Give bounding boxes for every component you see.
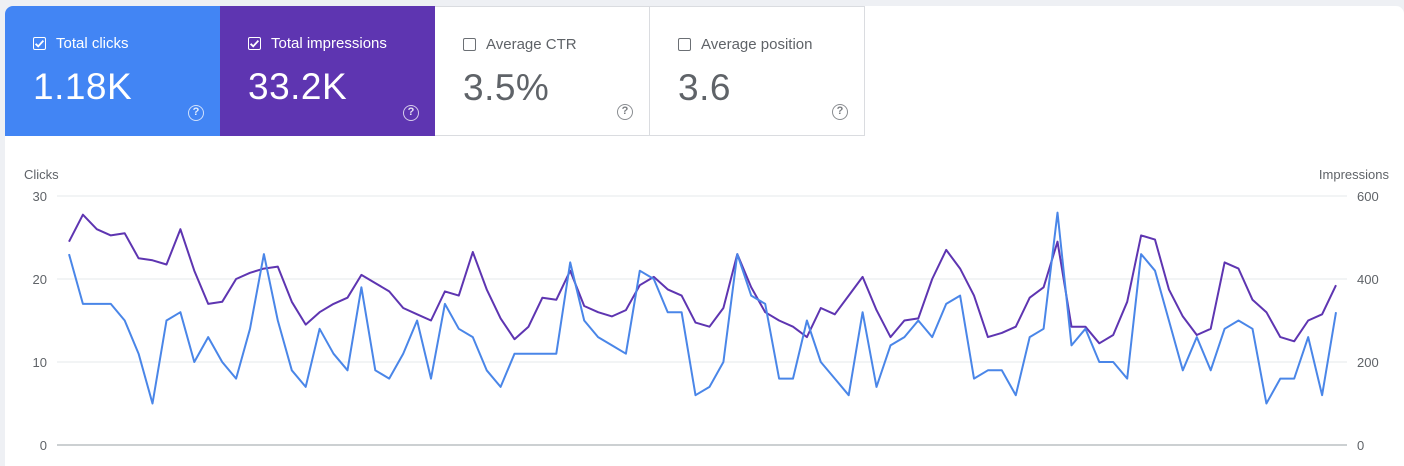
y-left-tick-label: 10 [33, 355, 47, 370]
tile-total-impressions[interactable]: Total impressions 33.2K ? [220, 6, 435, 136]
y-right-tick-label: 200 [1357, 355, 1379, 370]
help-icon[interactable]: ? [188, 105, 204, 121]
y-left-ticks: 0 10 20 30 [33, 189, 47, 453]
y-left-tick-label: 0 [40, 438, 47, 453]
y-left-tick-label: 30 [33, 189, 47, 204]
y-left-axis-label: Clicks [24, 167, 59, 182]
tile-total-clicks[interactable]: Total clicks 1.18K ? [5, 6, 220, 136]
help-icon[interactable]: ? [617, 104, 633, 120]
series-line-impressions [68, 213, 1337, 345]
checkbox-unchecked-icon[interactable] [678, 38, 691, 51]
y-right-tick-label: 600 [1357, 189, 1379, 204]
y-right-tick-label: 400 [1357, 272, 1379, 287]
metric-tiles: Total clicks 1.18K ? Total impressions 3… [5, 6, 865, 136]
checkbox-checked-icon[interactable] [248, 37, 261, 50]
help-icon[interactable]: ? [403, 105, 419, 121]
y-right-ticks: 0 200 400 600 [1357, 189, 1379, 453]
tile-value: 1.18K [33, 66, 133, 107]
tile-average-position[interactable]: Average position 3.6 ? [650, 6, 865, 136]
performance-card: Total clicks 1.18K ? Total impressions 3… [5, 6, 1404, 466]
help-icon[interactable]: ? [832, 104, 848, 120]
tile-average-ctr[interactable]: Average CTR 3.5% ? [435, 6, 650, 136]
y-left-tick-label: 20 [33, 272, 47, 287]
tile-label: Average CTR [486, 36, 577, 53]
tile-value: 33.2K [248, 66, 348, 107]
series-line-clicks [68, 211, 1337, 405]
gridlines [57, 195, 1347, 446]
performance-chart: Clicks Impressions 0 10 20 30 0 200 400 600 [24, 167, 1390, 453]
tile-label: Total impressions [271, 35, 387, 52]
y-right-axis-label: Impressions [1319, 167, 1390, 182]
checkbox-unchecked-icon[interactable] [463, 38, 476, 51]
series-lines [68, 211, 1337, 405]
tile-value: 3.6 [678, 67, 731, 108]
y-right-tick-label: 0 [1357, 438, 1364, 453]
tile-label: Average position [701, 36, 813, 53]
tile-label: Total clicks [56, 35, 129, 52]
tile-value: 3.5% [463, 67, 550, 108]
checkbox-checked-icon[interactable] [33, 37, 46, 50]
